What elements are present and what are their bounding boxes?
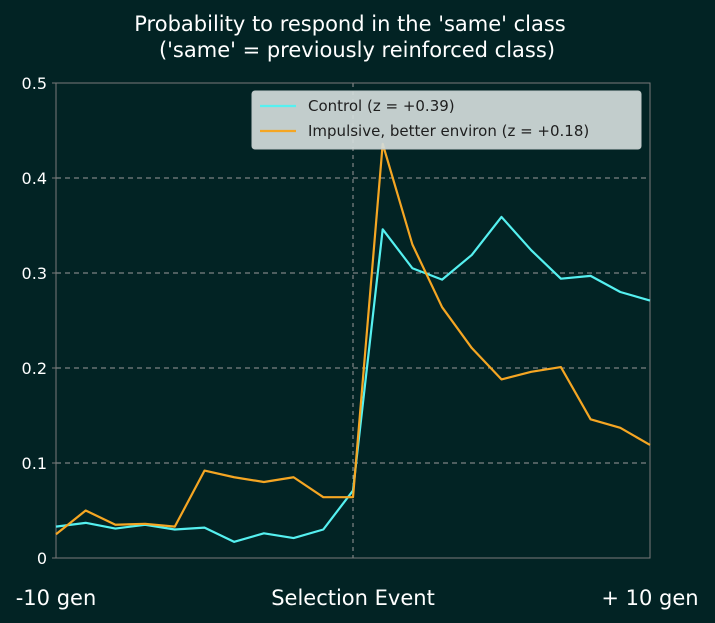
chart-title-line-2: ('same' = previously reinforced class) [159, 38, 555, 62]
legend: Control (z = +0.39) Impulsive, better env… [251, 90, 642, 150]
x-tick-label: + 10 gen [601, 586, 698, 610]
x-tick-label: -10 gen [16, 586, 97, 610]
legend-label-2: Impulsive, better environ (z = +0.18) [308, 122, 589, 140]
series [55, 142, 651, 543]
x-axis-ticks: -10 gen Selection Event + 10 gen [16, 586, 699, 610]
plot-frame [55, 82, 651, 559]
legend-box [251, 90, 642, 150]
x-tick-label: Selection Event [271, 586, 435, 610]
y-tick-label: 0.3 [22, 264, 47, 283]
legend-label-1: Control (z = +0.39) [308, 97, 455, 115]
y-tick-label: 0.5 [22, 74, 47, 93]
grid [55, 82, 651, 559]
chart-title-line-1: Probability to respond in the 'same' cla… [134, 12, 565, 36]
y-tick-label: 0 [37, 549, 47, 568]
series-line-2 [55, 142, 651, 536]
y-tick-label: 0.1 [22, 454, 47, 473]
y-axis-ticks: 0 0.1 0.2 0.3 0.4 0.5 [22, 74, 56, 568]
y-tick-label: 0.4 [22, 169, 47, 188]
y-tick-label: 0.2 [22, 359, 47, 378]
